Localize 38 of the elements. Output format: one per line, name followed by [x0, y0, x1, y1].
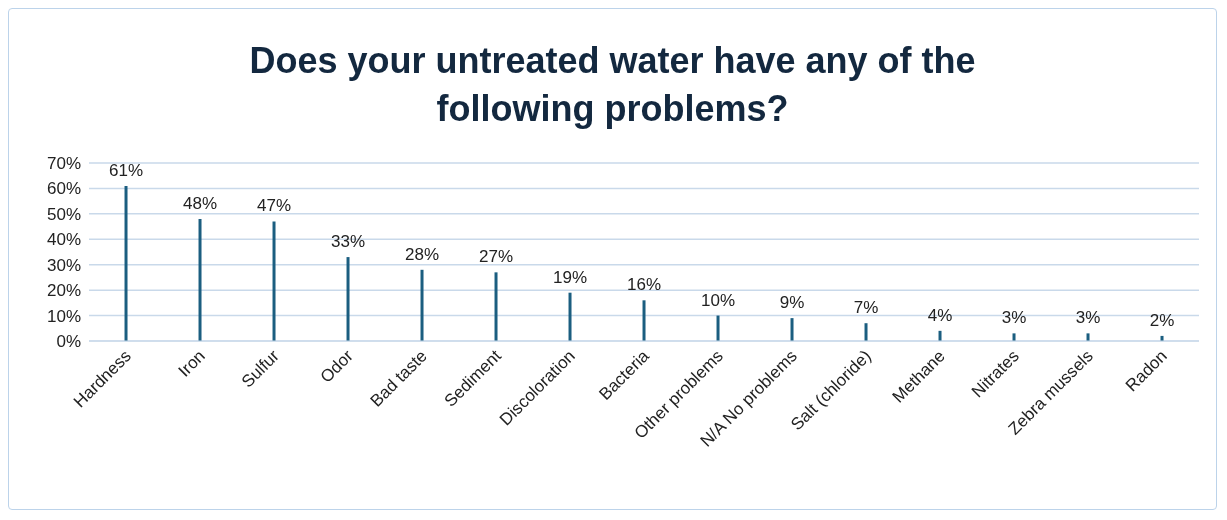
data-label: 10% — [701, 290, 736, 310]
y-tick-label: 60% — [46, 179, 81, 199]
data-label: 9% — [779, 293, 805, 313]
bar — [790, 318, 794, 341]
bar — [1012, 333, 1016, 341]
data-label: 28% — [405, 244, 440, 264]
chart-title: Does your untreated water have any of the following problems? — [248, 39, 977, 131]
bar — [272, 221, 276, 341]
data-label: 27% — [479, 247, 514, 267]
y-tick-label: 40% — [46, 230, 81, 250]
bar — [198, 218, 202, 341]
bar — [864, 323, 868, 341]
data-label: 3% — [1075, 308, 1101, 328]
data-label: 7% — [853, 298, 879, 318]
y-tick-label: 0% — [56, 332, 81, 352]
bar — [494, 272, 498, 341]
data-label: 3% — [1001, 308, 1027, 328]
bar — [716, 315, 720, 341]
bar — [420, 269, 424, 341]
bar — [568, 292, 572, 341]
x-tick-label: Iron — [174, 346, 209, 381]
bar — [1086, 333, 1090, 341]
data-label: 61% — [109, 160, 144, 180]
data-label: 2% — [1149, 310, 1175, 330]
data-label: 47% — [257, 196, 292, 216]
y-tick-label: 10% — [46, 306, 81, 326]
data-label: 16% — [627, 275, 662, 295]
bar — [124, 185, 128, 341]
y-tick-label: 70% — [46, 154, 81, 174]
bar — [642, 300, 646, 341]
y-tick-label: 50% — [46, 204, 81, 224]
bar — [346, 257, 350, 341]
data-label: 33% — [331, 232, 366, 252]
y-tick-label: 20% — [46, 281, 81, 301]
y-tick-label: 30% — [46, 255, 81, 275]
data-label: 4% — [927, 305, 953, 325]
data-label: 48% — [183, 193, 218, 213]
data-label: 19% — [553, 267, 588, 287]
